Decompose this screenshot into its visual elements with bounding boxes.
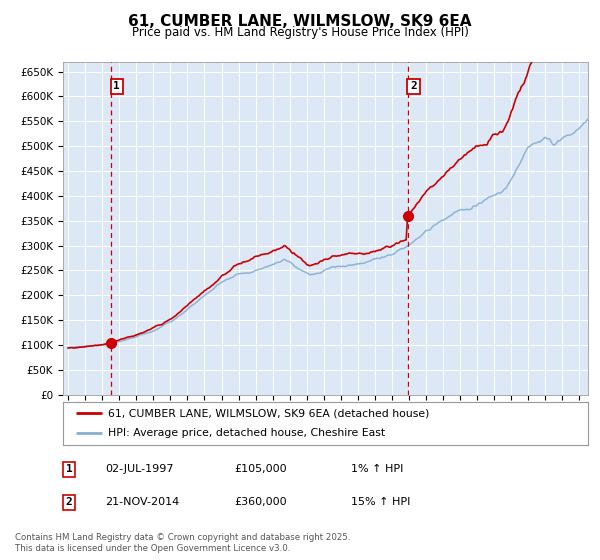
Text: 15% ↑ HPI: 15% ↑ HPI	[351, 497, 410, 507]
Text: 2: 2	[410, 81, 417, 91]
Text: Contains HM Land Registry data © Crown copyright and database right 2025.
This d: Contains HM Land Registry data © Crown c…	[15, 533, 350, 553]
Text: £105,000: £105,000	[234, 464, 287, 474]
Text: 1: 1	[113, 81, 120, 91]
Text: 1: 1	[65, 464, 73, 474]
Text: 61, CUMBER LANE, WILMSLOW, SK9 6EA (detached house): 61, CUMBER LANE, WILMSLOW, SK9 6EA (deta…	[107, 408, 429, 418]
Text: HPI: Average price, detached house, Cheshire East: HPI: Average price, detached house, Ches…	[107, 428, 385, 438]
Text: Price paid vs. HM Land Registry's House Price Index (HPI): Price paid vs. HM Land Registry's House …	[131, 26, 469, 39]
Text: 1% ↑ HPI: 1% ↑ HPI	[351, 464, 403, 474]
Text: 2: 2	[65, 497, 73, 507]
Text: £360,000: £360,000	[234, 497, 287, 507]
Text: 61, CUMBER LANE, WILMSLOW, SK9 6EA: 61, CUMBER LANE, WILMSLOW, SK9 6EA	[128, 14, 472, 29]
Text: 02-JUL-1997: 02-JUL-1997	[105, 464, 173, 474]
Text: 21-NOV-2014: 21-NOV-2014	[105, 497, 179, 507]
